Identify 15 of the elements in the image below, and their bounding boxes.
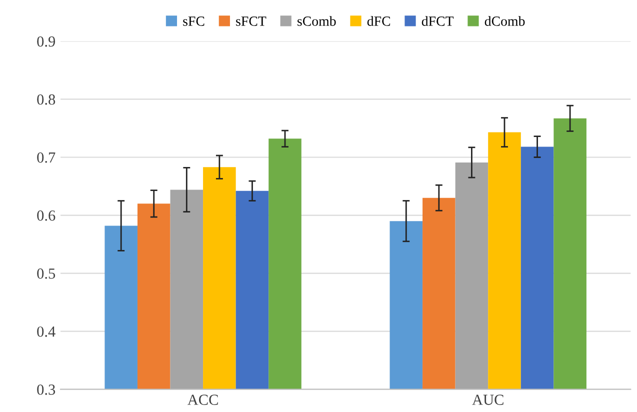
x-tick-label: AUC bbox=[472, 394, 504, 405]
y-tick-label: 0.3 bbox=[37, 384, 56, 395]
x-tick-label: ACC bbox=[187, 394, 218, 405]
y-tick-label: 0.8 bbox=[37, 94, 56, 105]
legend-label: dFC bbox=[367, 16, 390, 26]
y-tick-label: 0.9 bbox=[37, 36, 56, 47]
y-tick-label: 0.7 bbox=[37, 152, 56, 163]
legend-label: sFC bbox=[183, 16, 204, 26]
y-tick-label: 0.6 bbox=[37, 210, 56, 221]
legend-label: sComb bbox=[298, 16, 336, 26]
legend-label: sFCT bbox=[236, 16, 266, 26]
legend-label: dFCT bbox=[422, 16, 454, 26]
legend-label: dComb bbox=[484, 16, 525, 26]
y-tick-label: 0.5 bbox=[37, 268, 56, 279]
y-tick-label: 0.4 bbox=[37, 326, 56, 337]
